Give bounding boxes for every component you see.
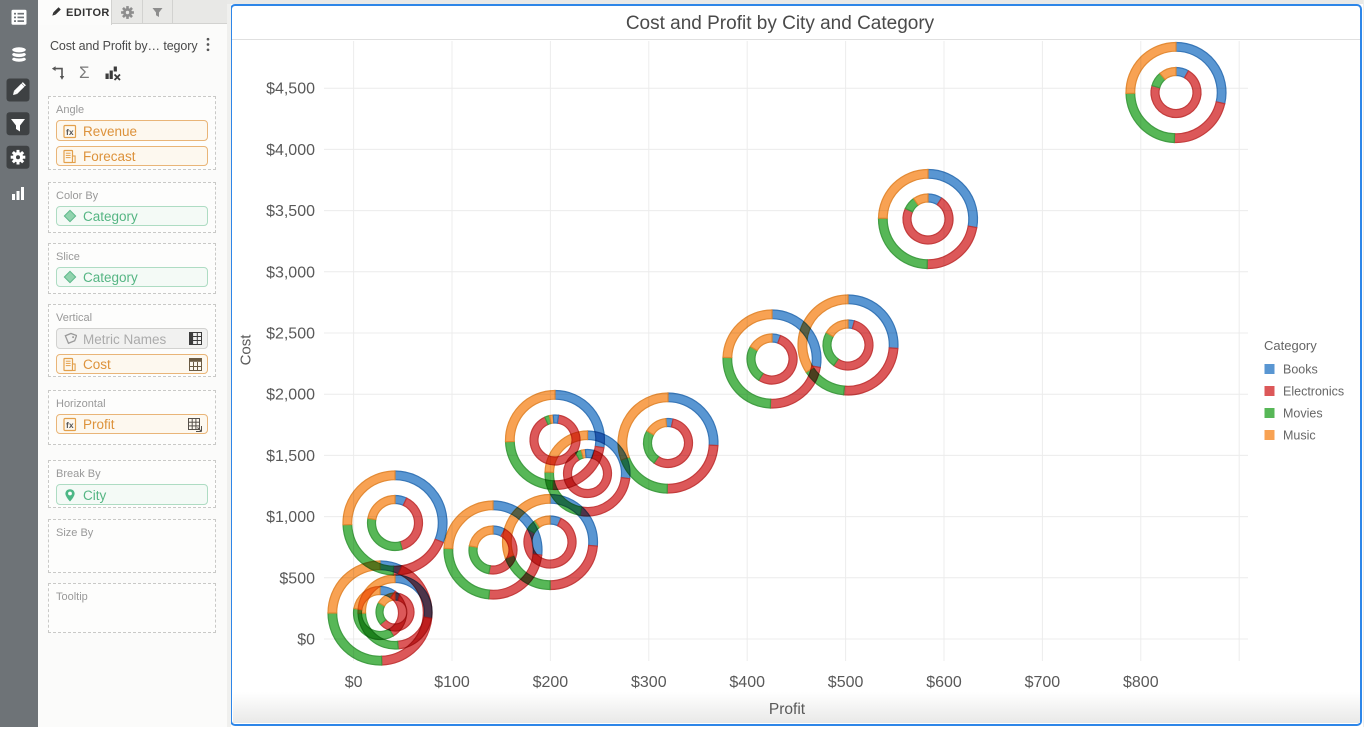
svg-text:Cost: Cost <box>238 334 255 366</box>
svg-text:$400: $400 <box>729 674 765 691</box>
svg-text:$800: $800 <box>1123 674 1159 691</box>
svg-text:$500: $500 <box>828 674 864 691</box>
svg-text:Electronics: Electronics <box>1283 385 1344 399</box>
svg-text:$500: $500 <box>279 570 315 587</box>
svg-text:$4,000: $4,000 <box>266 142 315 159</box>
svg-text:$3,500: $3,500 <box>266 203 315 220</box>
svg-text:$0: $0 <box>345 674 363 691</box>
svg-text:$600: $600 <box>926 674 962 691</box>
svg-text:$1,000: $1,000 <box>266 509 315 526</box>
svg-text:Music: Music <box>1283 429 1316 443</box>
svg-text:Cost and Profit by City and Ca: Cost and Profit by City and Category <box>626 13 935 34</box>
svg-text:$2,000: $2,000 <box>266 387 315 404</box>
svg-text:$2,500: $2,500 <box>266 326 315 343</box>
svg-text:Books: Books <box>1283 363 1318 377</box>
svg-text:$200: $200 <box>533 674 569 691</box>
svg-text:$0: $0 <box>297 632 315 649</box>
svg-text:fx: fx <box>66 127 74 137</box>
svg-text:$700: $700 <box>1025 674 1061 691</box>
svg-text:fx: fx <box>66 420 74 430</box>
svg-text:$100: $100 <box>434 674 470 691</box>
svg-text:Movies: Movies <box>1283 407 1323 421</box>
svg-text:$4,500: $4,500 <box>266 81 315 98</box>
svg-text:$300: $300 <box>631 674 667 691</box>
svg-text:$3,000: $3,000 <box>266 264 315 281</box>
svg-text:Profit: Profit <box>769 701 806 718</box>
svg-text:$1,500: $1,500 <box>266 448 315 465</box>
svg-text:Category: Category <box>1264 338 1317 353</box>
